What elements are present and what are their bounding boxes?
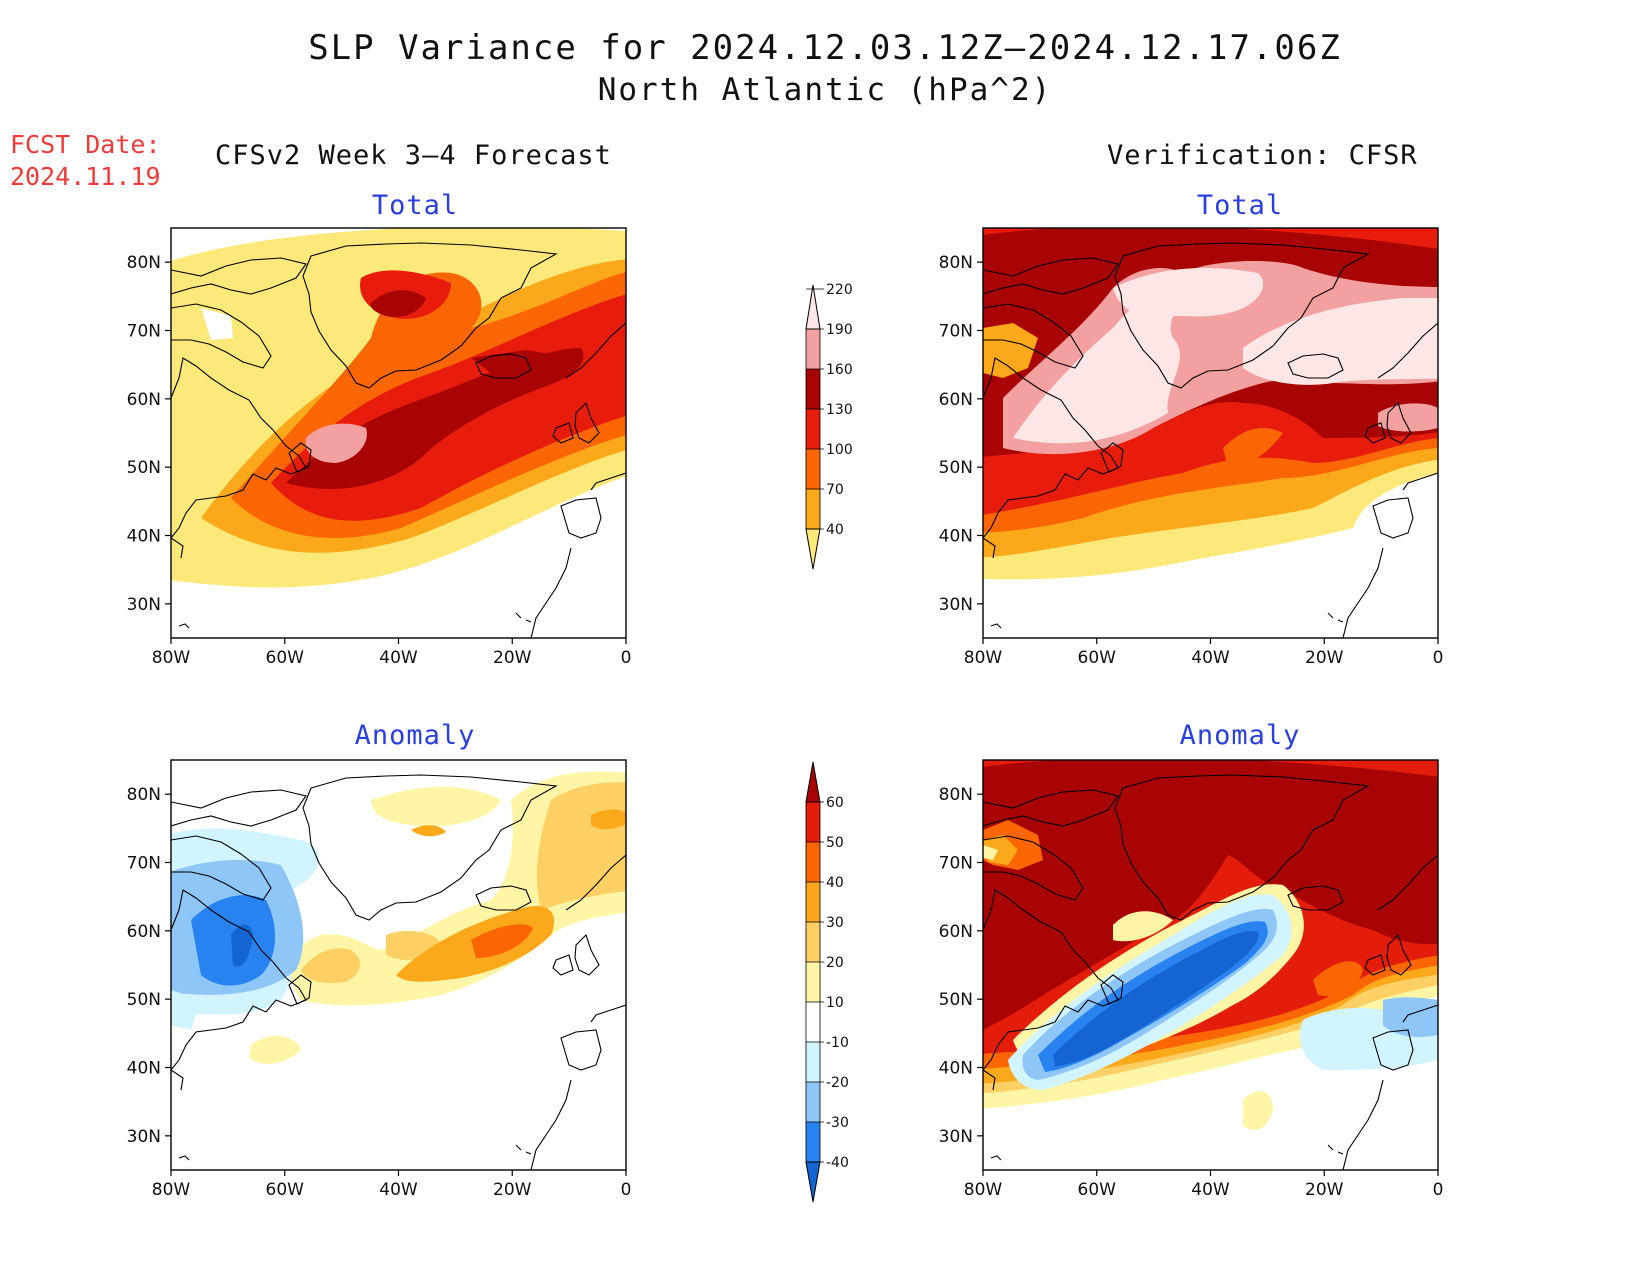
panel-title-verification-anomaly: Anomaly bbox=[1179, 720, 1301, 751]
lat-tick-label: 40N bbox=[127, 1059, 161, 1079]
lat-tick-label: 70N bbox=[127, 322, 161, 342]
lon-tick-label: 0 bbox=[621, 648, 632, 668]
colorbar-label: 220 bbox=[826, 282, 853, 298]
lat-tick-label: 30N bbox=[939, 1127, 973, 1147]
verification-total-map bbox=[982, 227, 1439, 639]
lat-tick-label: 30N bbox=[127, 1127, 161, 1147]
lat-tick-label: 40N bbox=[127, 527, 161, 547]
fcst-date-value: 2024.11.19 bbox=[10, 162, 161, 191]
colorbar-label: 70 bbox=[826, 482, 844, 498]
lat-tick-label: 60N bbox=[939, 922, 973, 942]
colorbar-segment bbox=[806, 802, 820, 842]
colorbar-segment bbox=[806, 489, 820, 529]
lat-tick-label: 80N bbox=[127, 785, 161, 805]
panel-title-forecast-anomaly: Anomaly bbox=[354, 720, 476, 751]
lat-tick-label: 50N bbox=[127, 458, 161, 478]
lat-tick-label: 70N bbox=[127, 854, 161, 874]
colorbar-label: 40 bbox=[826, 522, 844, 538]
colorbar-label: 50 bbox=[826, 835, 844, 851]
colorbar-segment bbox=[806, 1082, 820, 1122]
colorbar-segment bbox=[806, 369, 820, 409]
axes-layer: 80N 70N 60N 50N 40N 30N 80W 60W 40W 20W 0 80N 70N 60N… bbox=[127, 253, 1444, 1200]
lon-tick-label: 60W bbox=[266, 648, 305, 668]
verification-anomaly-map bbox=[982, 759, 1439, 1171]
lon-tick-label: 40W bbox=[1191, 1180, 1230, 1200]
main-title: SLP Variance for 2024.12.03.12Z–2024.12.… bbox=[308, 28, 1342, 68]
colorbar-segment bbox=[806, 1122, 820, 1162]
lon-tick-label: 80W bbox=[152, 648, 191, 668]
lon-tick-label: 60W bbox=[1078, 648, 1117, 668]
colorbar-segment bbox=[806, 842, 820, 882]
lon-tick-label: 80W bbox=[964, 648, 1003, 668]
colorbar-segment bbox=[806, 329, 820, 369]
panel-title-forecast-total: Total bbox=[371, 190, 459, 221]
colorbar-label: 130 bbox=[826, 402, 853, 418]
colorbar-label: -10 bbox=[826, 1035, 849, 1051]
colorbar-label: 60 bbox=[826, 795, 844, 811]
lat-tick-label: 70N bbox=[939, 322, 973, 342]
lon-tick-label: 40W bbox=[379, 648, 418, 668]
colorbar-segment bbox=[806, 882, 820, 922]
lon-tick-label: 0 bbox=[621, 1180, 632, 1200]
colorbar-segment bbox=[806, 449, 820, 489]
colorbar-label: 30 bbox=[826, 915, 844, 931]
fcst-date-label: FCST Date: bbox=[10, 130, 161, 159]
colorbar-max-triangle bbox=[805, 284, 821, 330]
lon-tick-label: 80W bbox=[152, 1180, 191, 1200]
lat-tick-label: 60N bbox=[127, 922, 161, 942]
lat-tick-label: 30N bbox=[127, 595, 161, 615]
forecast-column-title: CFSv2 Week 3–4 Forecast bbox=[215, 140, 612, 171]
colorbar-label: 190 bbox=[826, 322, 853, 338]
colorbar-anomaly: -40 -30 -20 -10 10 20 30 40 50 60 bbox=[805, 761, 849, 1203]
lon-tick-label: 0 bbox=[1433, 1180, 1444, 1200]
colorbar-label: 40 bbox=[826, 875, 844, 891]
colorbar-segment bbox=[806, 1002, 820, 1042]
lon-tick-label: 60W bbox=[1078, 1180, 1117, 1200]
colorbar-segment bbox=[806, 1042, 820, 1082]
colorbar-label: -30 bbox=[826, 1115, 849, 1131]
lon-tick-label: 20W bbox=[1305, 648, 1344, 668]
lat-tick-label: 50N bbox=[127, 990, 161, 1010]
colorbar-label: 10 bbox=[826, 995, 844, 1011]
colorbar-label: 160 bbox=[826, 362, 853, 378]
colorbar-label: 100 bbox=[826, 442, 853, 458]
colorbar-label: -40 bbox=[826, 1155, 849, 1171]
colorbar-total: 40 70 100 130 160 190 220 bbox=[805, 282, 853, 570]
forecast-total-map bbox=[170, 227, 627, 639]
lon-tick-label: 20W bbox=[493, 1180, 532, 1200]
panel-title-verification-total: Total bbox=[1196, 190, 1284, 221]
lat-tick-label: 60N bbox=[939, 390, 973, 410]
lat-tick-label: 40N bbox=[939, 527, 973, 547]
colorbar-segment bbox=[806, 962, 820, 1002]
lon-tick-label: 40W bbox=[1191, 648, 1230, 668]
colorbar-min-triangle bbox=[805, 1161, 821, 1203]
lon-tick-label: 20W bbox=[1305, 1180, 1344, 1200]
colorbar-label: 20 bbox=[826, 955, 844, 971]
forecast-anomaly-map bbox=[170, 759, 627, 1171]
colorbar-segment bbox=[806, 922, 820, 962]
lon-tick-label: 40W bbox=[379, 1180, 418, 1200]
verification-column-title: Verification: CFSR bbox=[1107, 140, 1418, 171]
lon-tick-label: 0 bbox=[1433, 648, 1444, 668]
lon-tick-label: 20W bbox=[493, 648, 532, 668]
lon-tick-label: 80W bbox=[964, 1180, 1003, 1200]
colorbar-min-triangle bbox=[805, 528, 821, 570]
colorbar-segment bbox=[806, 409, 820, 449]
colorbar-label: -20 bbox=[826, 1075, 849, 1091]
lat-tick-label: 50N bbox=[939, 458, 973, 478]
lat-tick-label: 80N bbox=[939, 785, 973, 805]
lat-tick-label: 50N bbox=[939, 990, 973, 1010]
lat-tick-label: 60N bbox=[127, 390, 161, 410]
lon-tick-label: 60W bbox=[266, 1180, 305, 1200]
lat-tick-label: 30N bbox=[939, 595, 973, 615]
main-subtitle: North Atlantic (hPa^2) bbox=[597, 72, 1053, 108]
lat-tick-label: 40N bbox=[939, 1059, 973, 1079]
lat-tick-label: 80N bbox=[939, 253, 973, 273]
colorbar-max-triangle bbox=[805, 761, 821, 803]
lat-tick-label: 80N bbox=[127, 253, 161, 273]
lat-tick-label: 70N bbox=[939, 854, 973, 874]
